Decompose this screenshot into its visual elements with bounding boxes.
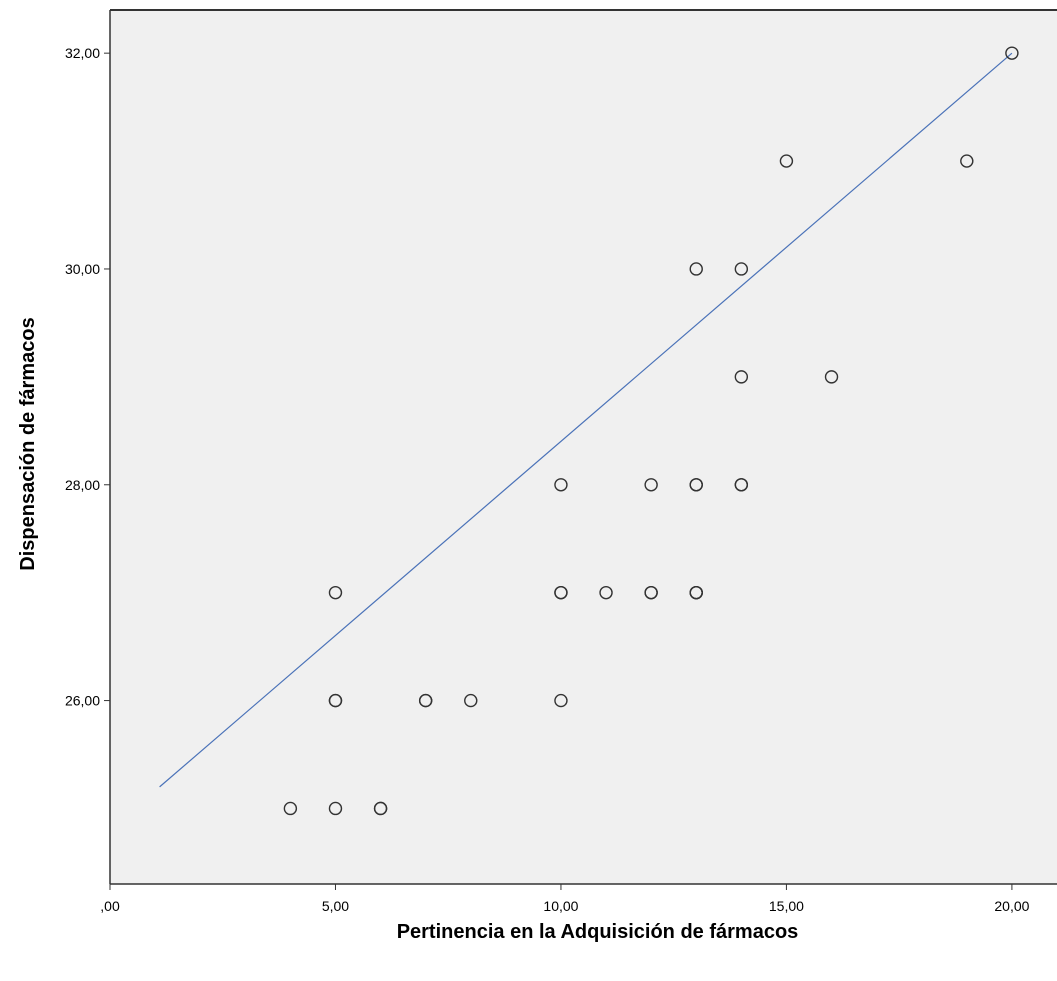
y-tick-label: 32,00 [65, 45, 100, 61]
x-tick-label: 20,00 [994, 898, 1029, 914]
x-tick-label: 10,00 [543, 898, 578, 914]
x-tick-label: 5,00 [322, 898, 349, 914]
y-tick-label: 26,00 [65, 693, 100, 709]
plot-area [110, 10, 1057, 884]
y-axis-title: Dispensación de fármacos [17, 317, 39, 570]
y-axis-ticks: 26,00 28,00 30,00 32,00 [65, 45, 110, 708]
x-tick-label: 15,00 [769, 898, 804, 914]
y-tick-label: 30,00 [65, 261, 100, 277]
x-axis-ticks: ,00 5,00 10,00 15,00 20,00 [100, 884, 1029, 914]
x-tick-label: ,00 [100, 898, 120, 914]
y-tick-label: 28,00 [65, 477, 100, 493]
x-axis-title: Pertinencia en la Adquisición de fármaco… [397, 921, 799, 943]
